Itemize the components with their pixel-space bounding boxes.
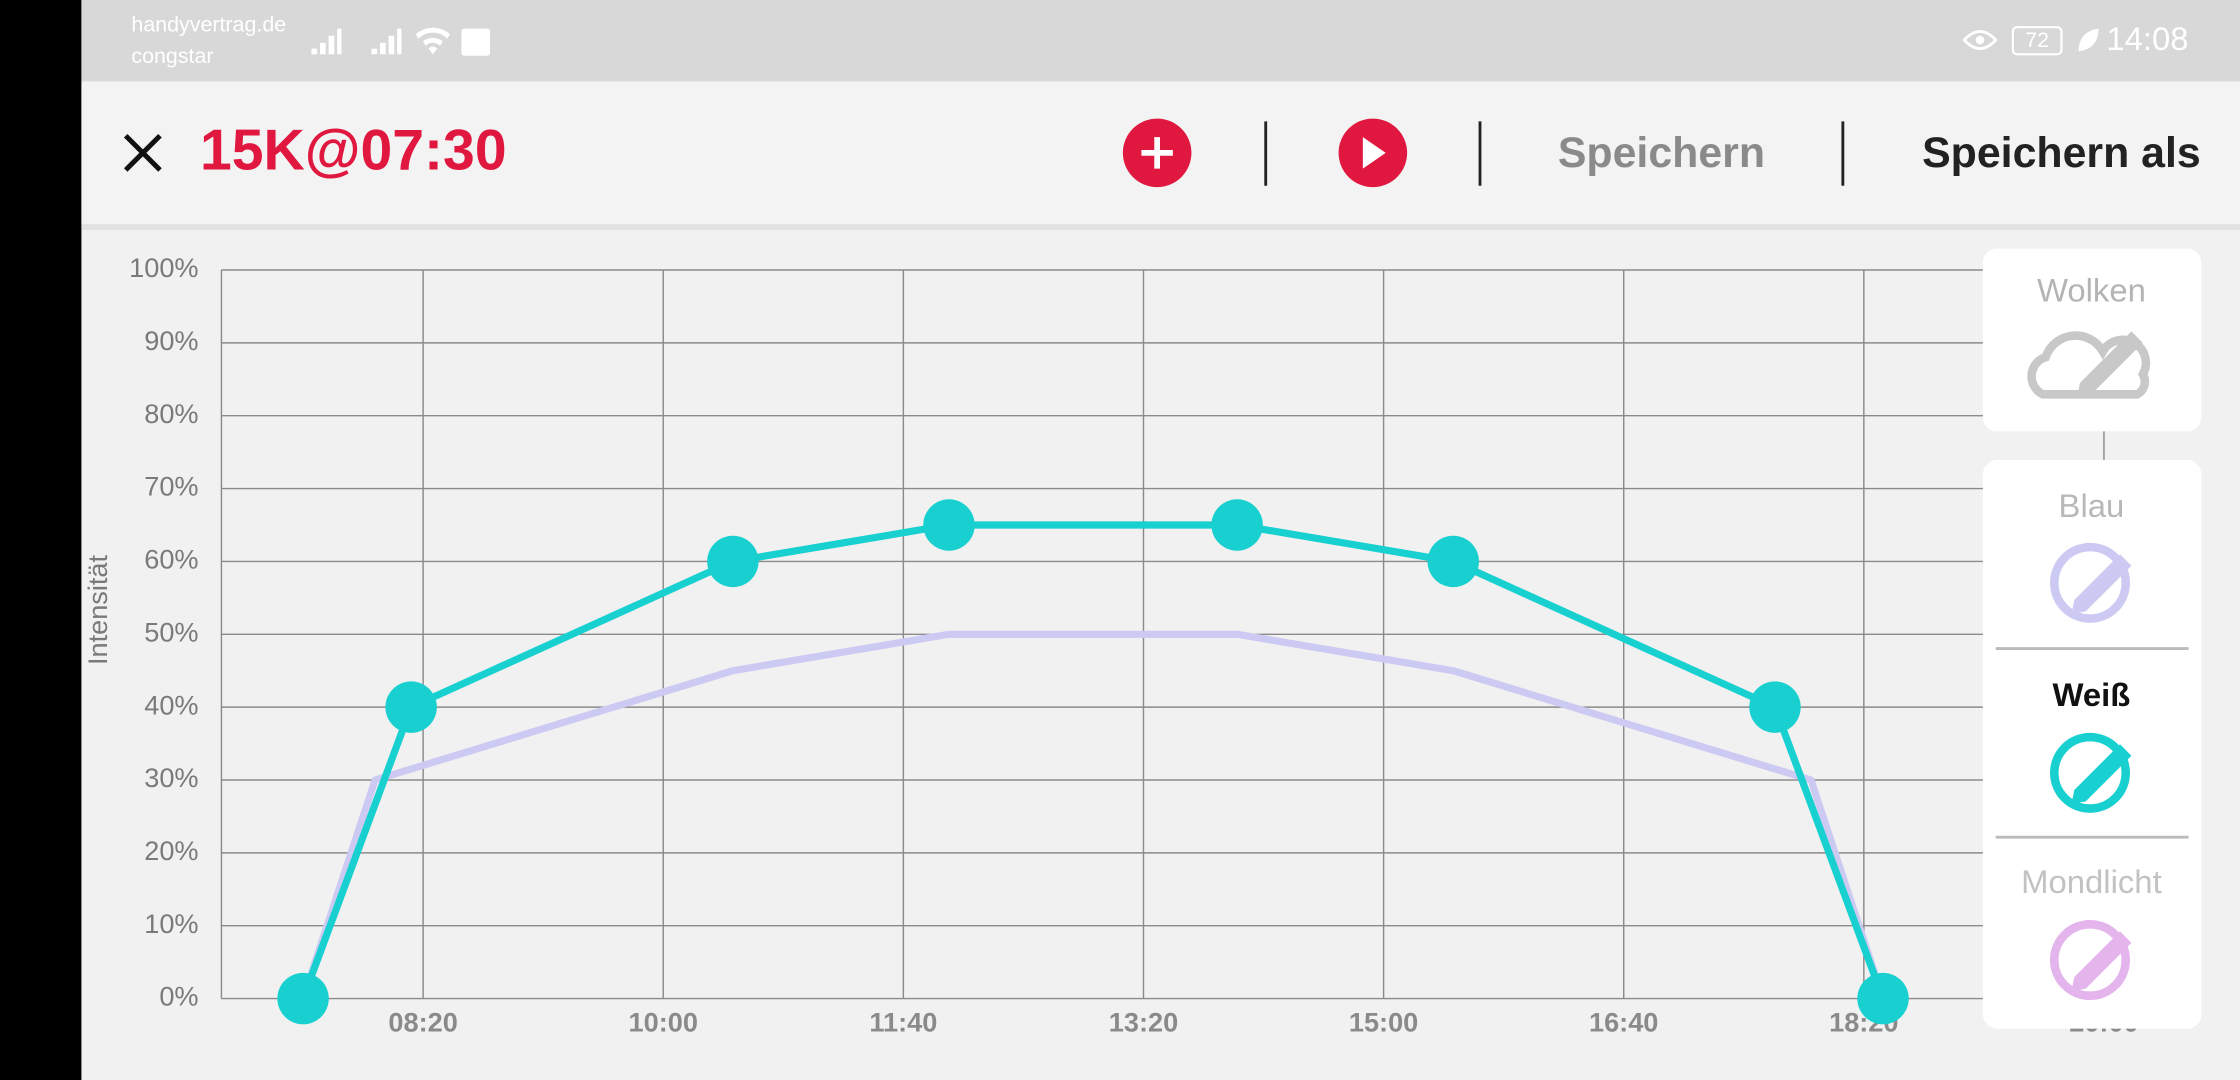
y-tick-label: 20% bbox=[144, 835, 198, 866]
y-tick-label: 100% bbox=[129, 252, 198, 283]
save-button[interactable]: Speichern bbox=[1558, 129, 1765, 177]
point bbox=[385, 681, 437, 733]
edit-icon bbox=[2050, 542, 2130, 623]
channel-name[interactable]: Wolken bbox=[2037, 272, 2146, 309]
y-tick-label: 70% bbox=[144, 471, 198, 502]
x-tick-label: 08:20 bbox=[388, 1006, 457, 1037]
status-icons bbox=[311, 26, 2099, 56]
y-tick-label: 60% bbox=[144, 544, 198, 575]
point bbox=[707, 535, 759, 588]
save-as-button[interactable]: Speichern als bbox=[1922, 129, 2201, 177]
series-line bbox=[299, 521, 1887, 1000]
y-tick-label: 40% bbox=[144, 689, 198, 720]
cloud-icon bbox=[2027, 331, 2151, 399]
y-tick-label: 30% bbox=[144, 762, 198, 793]
point bbox=[923, 499, 975, 551]
series-line bbox=[299, 630, 1887, 1000]
point bbox=[1857, 972, 1909, 1025]
edit-icon bbox=[2071, 744, 2132, 805]
toolbar-shadow bbox=[81, 224, 2240, 230]
y-tick-label: 50% bbox=[144, 616, 198, 647]
status-bar bbox=[81, 0, 2240, 82]
x-tick-label: 15:00 bbox=[1349, 1006, 1418, 1037]
x-tick-label: 16:40 bbox=[1589, 1006, 1658, 1037]
edit-icon bbox=[2050, 920, 2132, 1000]
play-button[interactable] bbox=[1338, 118, 1408, 188]
x-tick-label: 11:40 bbox=[869, 1006, 937, 1037]
channel-name[interactable]: Mondlicht bbox=[2021, 863, 2162, 900]
plot: 0% 10% 20% 30% 40% 50% 60% 70% 80% 90% 100% 08:20 10… bbox=[82, 252, 2200, 1037]
add-button[interactable] bbox=[1122, 118, 1192, 188]
carrier: handyvertrag.de bbox=[131, 12, 286, 36]
carrier: congstar bbox=[131, 44, 213, 68]
y-tick-label: 80% bbox=[144, 398, 198, 429]
clock: 14:08 bbox=[2106, 20, 2188, 57]
left-bar bbox=[0, 0, 82, 1080]
edit-icon bbox=[2050, 732, 2130, 813]
point bbox=[1427, 535, 1479, 588]
program-title: 15K@07:30 bbox=[200, 118, 507, 182]
channel-panel: Wolken Mondlicht Blau Weiß bbox=[1982, 248, 2202, 1029]
y-tick-label: 0% bbox=[159, 981, 198, 1012]
card bbox=[1982, 460, 2202, 1029]
x-tick-label: 13:20 bbox=[1109, 1006, 1178, 1037]
channel-name[interactable]: Weiß bbox=[2052, 676, 2130, 713]
point bbox=[277, 972, 329, 1025]
close-button[interactable] bbox=[123, 133, 162, 172]
battery: 72 bbox=[2025, 28, 2049, 52]
y-axis-label: Intensität bbox=[82, 554, 113, 665]
point bbox=[1749, 681, 1801, 733]
channel-name[interactable]: Blau bbox=[2059, 487, 2125, 524]
y-tick-label: 90% bbox=[144, 325, 198, 356]
point bbox=[1211, 499, 1263, 551]
x-tick-label: 10:00 bbox=[629, 1006, 698, 1037]
y-tick-label: 10% bbox=[144, 908, 198, 939]
pencil-icon bbox=[2077, 331, 2143, 398]
edit-icon bbox=[2071, 554, 2132, 615]
